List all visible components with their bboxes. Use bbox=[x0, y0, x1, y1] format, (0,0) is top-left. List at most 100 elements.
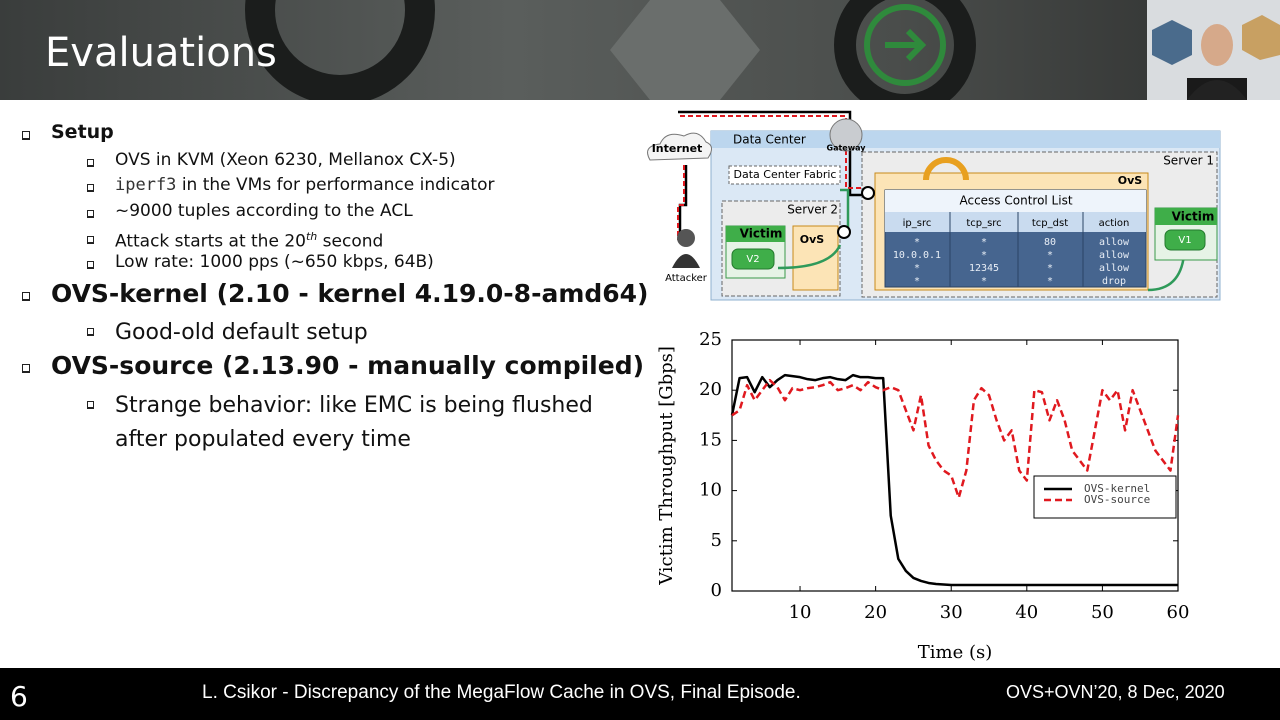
text-span: ~9000 tuples according to the ACL bbox=[115, 201, 413, 221]
acl-cell: * bbox=[981, 276, 987, 287]
text-span: th bbox=[305, 230, 318, 243]
page-number: 6 bbox=[10, 680, 28, 713]
footer-right: OVS+OVN’20, 8 Dec, 2020 bbox=[1006, 682, 1225, 702]
fabric-box bbox=[728, 165, 841, 185]
attack-path-red bbox=[677, 115, 866, 240]
server1-label: Server 1 bbox=[1163, 154, 1214, 168]
acl-cell: allow bbox=[1099, 237, 1130, 248]
text-span: Strange behavior: like EMC is being flus… bbox=[115, 393, 593, 452]
text-span: Low rate: 1000 pps (~650 kbps, 64B) bbox=[115, 252, 434, 272]
gateway-icon bbox=[829, 118, 863, 152]
sub-bullet-marker bbox=[87, 184, 94, 193]
acl-cell: * bbox=[1047, 250, 1053, 261]
text-span: in the VMs for performance indicator bbox=[176, 175, 495, 195]
dc-label: Data Center bbox=[733, 133, 806, 147]
bullet: OVS-source (2.13.90 - manually compiled) bbox=[51, 351, 645, 380]
sub-bullet: iperf3 in the VMs for performance indica… bbox=[115, 175, 625, 195]
acl-cell: allow bbox=[1099, 250, 1130, 261]
y-axis-label: Victim Throughput [Gbps] bbox=[656, 346, 677, 586]
attacker-body bbox=[672, 254, 700, 268]
acl-cell: * bbox=[1047, 276, 1053, 287]
header-art bbox=[245, 0, 976, 116]
attacker-label: Attacker bbox=[665, 273, 708, 284]
x-tick-label: 10 bbox=[789, 602, 812, 623]
acl-cell: * bbox=[981, 250, 987, 261]
acl-cell: * bbox=[914, 263, 920, 274]
x-axis-label: Time (s) bbox=[918, 642, 993, 663]
text-span: Attack starts at the 20 bbox=[115, 231, 306, 252]
acl-cell: drop bbox=[1102, 276, 1126, 287]
line-chart: 0 5 10 15 20 25 10 20 30 40 50 60 Time (s) Victim Thr… bbox=[656, 329, 1189, 663]
text-span: second bbox=[317, 231, 384, 252]
bullet: OVS-kernel (2.10 - kernel 4.19.0-8-amd64… bbox=[51, 279, 649, 308]
bullet: Setup bbox=[51, 121, 114, 143]
webcam bbox=[1147, 0, 1280, 100]
ovs2-box bbox=[792, 225, 839, 291]
plot-frame bbox=[731, 339, 1179, 592]
acl-cell: 80 bbox=[1044, 237, 1056, 248]
acl-header: tcp_src bbox=[966, 218, 1001, 229]
gauge bbox=[923, 157, 969, 181]
sub-bullet-marker bbox=[87, 210, 94, 219]
port2 bbox=[837, 225, 851, 239]
attacker-head bbox=[677, 229, 695, 247]
acl-header: tcp_dst bbox=[1032, 218, 1068, 229]
legend-label: OVS-kernel bbox=[1084, 482, 1150, 495]
sub-bullet-marker bbox=[87, 159, 94, 168]
series-line bbox=[730, 373, 1178, 587]
sub-bullet: OVS in KVM (Xeon 6230, Mellanox CX-5) bbox=[115, 150, 625, 170]
internet-label: Internet bbox=[652, 142, 703, 155]
text-span: OVS in KVM (Xeon 6230, Mellanox CX-5) bbox=[115, 150, 456, 170]
cloud bbox=[647, 132, 712, 161]
victim1-label: Victim bbox=[1172, 210, 1215, 224]
acl-header: action bbox=[1099, 218, 1130, 229]
y-tick-label: 0 bbox=[711, 580, 722, 601]
sub-bullet-marker bbox=[87, 401, 94, 410]
acl-cell: * bbox=[914, 276, 920, 287]
sub-bullet-marker bbox=[87, 261, 94, 270]
figure: Data Center Internet Gateway Server 1 Ov… bbox=[647, 110, 1221, 663]
diagram: Data Center Internet Gateway Server 1 Ov… bbox=[647, 110, 1221, 301]
acl-cell: * bbox=[1047, 263, 1053, 274]
acl-cells: ip_src tcp_src tcp_dst action * * 80 allow 10.0.… bbox=[893, 218, 1130, 287]
legend-label: OVS-source bbox=[1084, 493, 1150, 506]
sub-bullet: Strange behavior: like EMC is being flus… bbox=[115, 389, 625, 457]
gateway-label: Gateway bbox=[827, 144, 867, 153]
webcam-video bbox=[1152, 15, 1280, 100]
vm2 bbox=[731, 248, 775, 270]
sub-bullet: Low rate: 1000 pps (~650 kbps, 64B) bbox=[115, 252, 625, 272]
y-tick-label: 10 bbox=[699, 480, 722, 501]
acl-cell: 10.0.0.1 bbox=[893, 250, 941, 261]
y-tick-label: 25 bbox=[699, 329, 722, 350]
vm1-label: V1 bbox=[1178, 235, 1191, 246]
x-tick-label: 50 bbox=[1091, 602, 1114, 623]
sub-bullet-marker bbox=[87, 328, 94, 337]
sub-bullet: Good-old default setup bbox=[115, 316, 625, 350]
sub-bullet: Attack starts at the 20th second bbox=[115, 227, 625, 252]
bullet-marker bbox=[22, 130, 30, 140]
acl-title-bar bbox=[885, 190, 1146, 212]
victim2-label: Victim bbox=[740, 227, 783, 241]
acl-cell: * bbox=[981, 237, 987, 248]
sub-bullet: ~9000 tuples according to the ACL bbox=[115, 201, 625, 221]
acl-cell: allow bbox=[1099, 263, 1130, 274]
acl-cell: 12345 bbox=[969, 263, 999, 274]
footer: 6 L. Csikor - Discrepancy of the MegaFlo… bbox=[0, 668, 1280, 720]
vm1 bbox=[1164, 229, 1206, 251]
victim2-bar bbox=[726, 226, 785, 242]
vm2-label: V2 bbox=[746, 254, 759, 265]
bullet-marker bbox=[22, 363, 30, 373]
server2-label: Server 2 bbox=[787, 203, 838, 217]
x-tick-label: 60 bbox=[1167, 602, 1190, 623]
acl-header: ip_src bbox=[903, 218, 932, 229]
victim-path bbox=[840, 188, 850, 235]
fabric-label: Data Center Fabric bbox=[734, 168, 837, 181]
y-tick-label: 20 bbox=[699, 379, 722, 400]
x-tick-label: 30 bbox=[940, 602, 963, 623]
ovs2-label: OvS bbox=[800, 233, 825, 246]
text-span: Good-old default setup bbox=[115, 320, 368, 345]
y-tick-label: 5 bbox=[711, 530, 722, 551]
victim1-bar bbox=[1155, 208, 1217, 225]
acl-col-lines bbox=[949, 212, 1084, 287]
